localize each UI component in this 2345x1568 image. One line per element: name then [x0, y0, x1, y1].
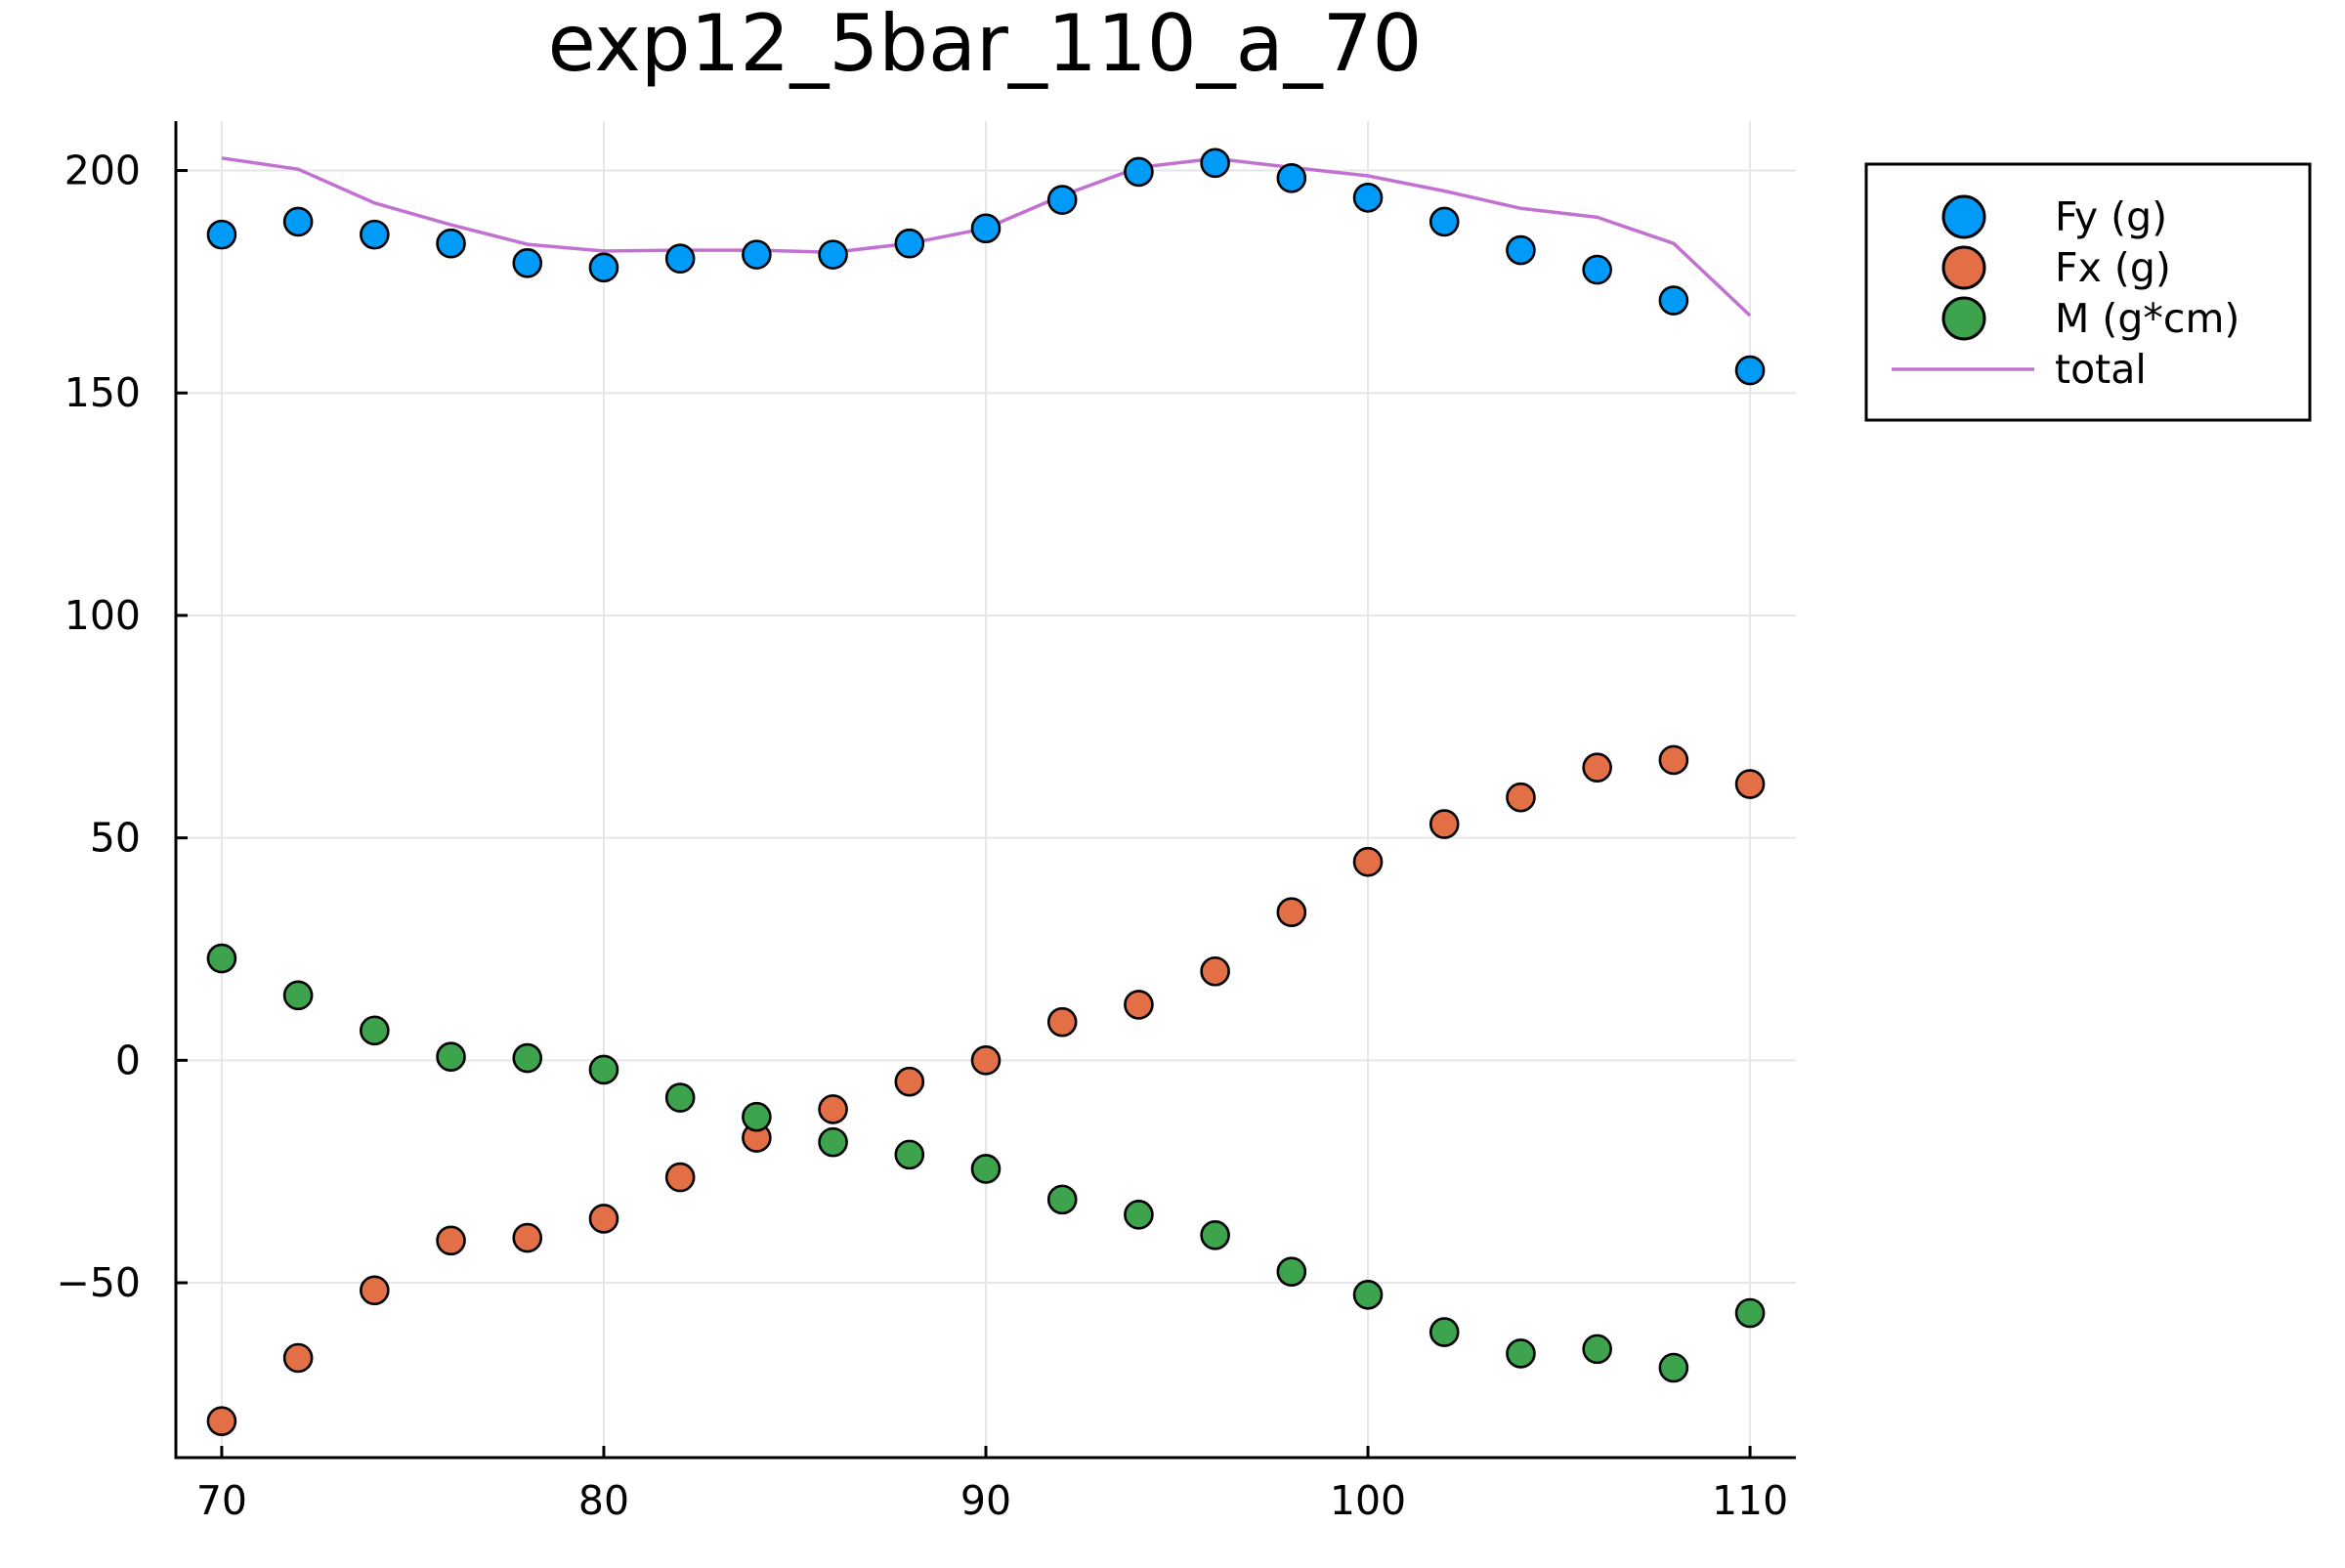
y-tick-label: 150	[64, 369, 141, 416]
fx-point	[970, 1045, 1002, 1076]
legend-swatch-fx	[1941, 245, 1986, 290]
fx-point	[1276, 897, 1307, 927]
fx-point	[1658, 744, 1689, 776]
fy-point	[664, 243, 696, 275]
fx-point	[1124, 990, 1154, 1020]
m-point	[588, 1054, 619, 1085]
fy-point	[1352, 183, 1384, 213]
chart-title: exp12_5bar_110_a_70	[548, 0, 1423, 89]
m-point	[282, 980, 314, 1011]
m-point	[1124, 1200, 1154, 1230]
m-point	[512, 1042, 543, 1074]
fy-point	[970, 213, 1002, 244]
m-point	[894, 1139, 925, 1170]
fy-point	[436, 228, 466, 259]
y-tick-label: 200	[64, 148, 141, 194]
fy-point	[1734, 355, 1766, 386]
m-point	[1506, 1338, 1536, 1369]
m-point	[742, 1101, 772, 1132]
m-point	[436, 1041, 466, 1072]
fx-point	[436, 1225, 466, 1256]
fy-point	[818, 239, 848, 270]
fy-point	[360, 219, 390, 250]
legend-box	[1864, 162, 2312, 422]
fx-point	[1734, 769, 1766, 799]
fx-point	[1428, 809, 1460, 839]
legend-label-fx: Fx (g)	[2055, 244, 2171, 291]
fy-point	[1582, 254, 1612, 285]
fx-point	[360, 1275, 390, 1306]
fx-point	[588, 1204, 619, 1234]
fy-point	[1506, 234, 1536, 266]
fx-point	[512, 1222, 543, 1253]
x-tick-label: 70	[196, 1477, 247, 1524]
legend-label-total: total	[2055, 346, 2147, 393]
fx-point	[1200, 955, 1230, 987]
fy-point	[1428, 206, 1460, 237]
fy-point	[1276, 162, 1307, 193]
y-tick-label: 100	[64, 592, 141, 639]
fy-point	[512, 247, 543, 278]
x-tick-label: 80	[578, 1477, 629, 1524]
fy-point	[894, 228, 925, 259]
fx-point	[1506, 782, 1536, 813]
m-point	[1582, 1334, 1612, 1365]
y-tick-label: 50	[90, 815, 141, 862]
tick-labels: 70 80 90 100 110 −50 0 50 100 150 200	[56, 148, 1788, 1524]
x-tick-label: 90	[960, 1477, 1011, 1524]
fy-point	[1200, 148, 1230, 179]
m-point	[1658, 1352, 1689, 1383]
legend-label-fy: Fy (g)	[2055, 193, 2167, 240]
legend-swatch-m	[1941, 296, 1986, 341]
fx-point	[894, 1066, 925, 1097]
y-tick-label: 0	[115, 1037, 141, 1083]
grid-lines	[176, 121, 1796, 1458]
fx-point	[206, 1406, 237, 1436]
fy-point	[1046, 185, 1078, 215]
x-tick-label: 100	[1330, 1477, 1406, 1524]
axes	[174, 121, 1796, 1460]
fx-point	[818, 1094, 848, 1124]
m-point	[1276, 1256, 1307, 1287]
fy-point	[588, 252, 619, 283]
m-point	[360, 1015, 390, 1046]
fy-point	[742, 239, 772, 270]
legend-label-m: M (g*cm)	[2055, 295, 2239, 342]
m-point	[1200, 1220, 1230, 1250]
fx-point	[664, 1162, 696, 1193]
m-point	[818, 1126, 848, 1158]
legend: Fy (g)Fx (g)M (g*cm)total	[1864, 162, 2312, 422]
m-point	[1428, 1317, 1460, 1347]
fy-point	[282, 206, 314, 237]
fy-point	[1124, 156, 1154, 188]
legend-swatch-fy	[1941, 194, 1986, 239]
m-point	[664, 1082, 696, 1113]
fy-point	[206, 219, 237, 250]
fx-point	[1352, 846, 1384, 877]
fx-point	[1582, 752, 1612, 783]
m-point	[1734, 1297, 1766, 1329]
y-tick-label: −50	[56, 1259, 141, 1306]
scatter-points	[206, 148, 1766, 1436]
m-point	[970, 1154, 1002, 1184]
fx-point	[1046, 1006, 1078, 1038]
x-tick-label: 110	[1712, 1477, 1788, 1524]
m-point	[206, 943, 237, 974]
m-point	[1352, 1280, 1384, 1310]
fy-point	[1658, 285, 1689, 316]
m-point	[1046, 1184, 1078, 1215]
fx-point	[282, 1342, 314, 1374]
